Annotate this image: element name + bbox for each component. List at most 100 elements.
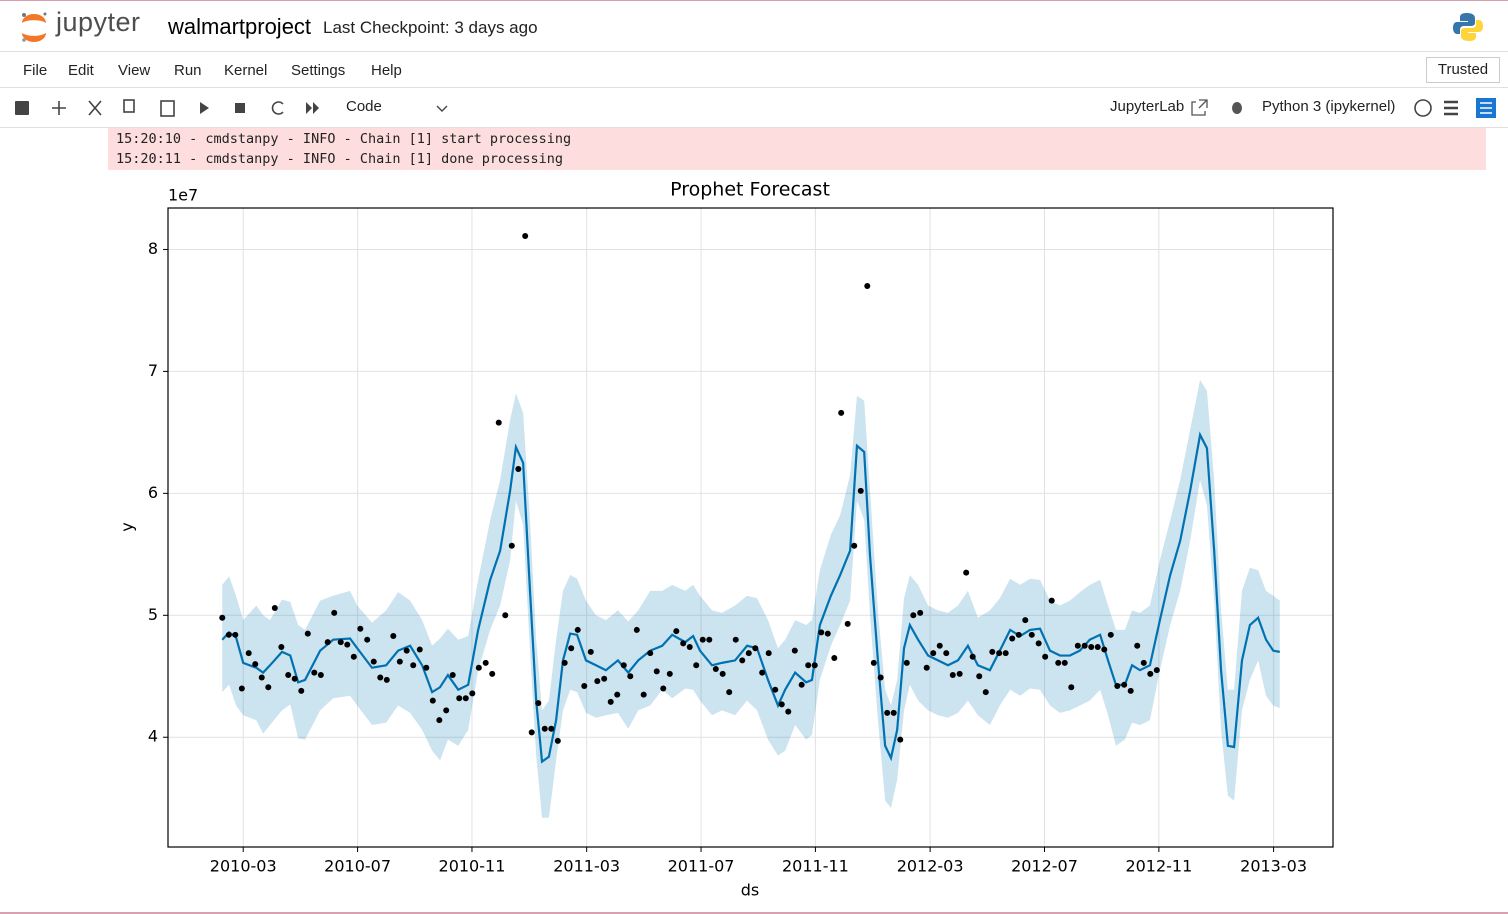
data-point bbox=[719, 670, 726, 677]
menu-item[interactable]: Edit bbox=[68, 62, 94, 79]
data-point bbox=[469, 690, 476, 697]
data-point bbox=[548, 725, 555, 732]
jupyterlab-link[interactable]: JupyterLab bbox=[1110, 98, 1185, 115]
data-point bbox=[1147, 670, 1154, 677]
log-line: 15:20:11 - cmdstanpy - INFO - Chain [1] … bbox=[116, 151, 564, 167]
data-point bbox=[739, 657, 746, 664]
data-point bbox=[660, 685, 667, 692]
data-point bbox=[870, 659, 877, 666]
menu-item[interactable]: View bbox=[118, 62, 151, 79]
toolbar-right-icons bbox=[1191, 98, 1496, 118]
top-bar: jupyter walmartproject Last Checkpoint: … bbox=[0, 0, 1508, 52]
data-point bbox=[686, 644, 693, 651]
data-point bbox=[824, 630, 831, 637]
data-point bbox=[357, 625, 364, 632]
data-point bbox=[910, 612, 917, 619]
external-link-icon bbox=[1191, 99, 1208, 116]
menu-item[interactable]: Kernel bbox=[224, 62, 268, 79]
save-button[interactable] bbox=[15, 101, 29, 115]
insert-button[interactable] bbox=[52, 101, 66, 115]
data-point bbox=[884, 709, 891, 716]
data-point bbox=[811, 662, 818, 669]
log-line: 15:20:10 - cmdstanpy - INFO - Chain [1] … bbox=[116, 131, 572, 147]
data-point bbox=[653, 668, 660, 675]
paste-button[interactable] bbox=[160, 100, 175, 117]
chart-title: Prophet Forecast bbox=[670, 179, 830, 201]
data-point bbox=[271, 604, 278, 611]
copy-button[interactable] bbox=[123, 99, 135, 113]
data-point bbox=[594, 678, 601, 685]
x-tick-label: 2010-11 bbox=[439, 857, 506, 876]
data-point bbox=[423, 664, 430, 671]
notebook-name[interactable]: walmartproject bbox=[168, 14, 312, 39]
x-tick-label: 2011-03 bbox=[553, 857, 620, 876]
data-point bbox=[732, 636, 739, 643]
dropdown-arrow[interactable] bbox=[436, 105, 448, 112]
trusted-button[interactable]: Trusted bbox=[1426, 57, 1500, 83]
data-point bbox=[647, 650, 654, 657]
cut-button[interactable] bbox=[88, 100, 102, 116]
data-point bbox=[818, 629, 825, 636]
data-point bbox=[528, 729, 535, 736]
run-button[interactable] bbox=[200, 102, 209, 114]
data-point bbox=[364, 636, 371, 643]
data-point bbox=[1088, 644, 1095, 651]
menu-item[interactable]: Help bbox=[371, 62, 402, 79]
data-point bbox=[489, 670, 496, 677]
debugger-icon[interactable] bbox=[1232, 102, 1242, 114]
checkpoint: Last Checkpoint: 3 days ago bbox=[323, 18, 538, 37]
data-point bbox=[377, 674, 384, 681]
menu-item[interactable]: Settings bbox=[291, 62, 346, 79]
restart-button[interactable] bbox=[271, 101, 284, 115]
data-point bbox=[344, 641, 351, 648]
data-point bbox=[949, 672, 956, 679]
menu-icon[interactable] bbox=[1444, 100, 1458, 116]
data-point bbox=[495, 419, 502, 426]
python-logo bbox=[1453, 13, 1483, 41]
data-point bbox=[1134, 642, 1141, 649]
stop-button[interactable] bbox=[235, 103, 245, 113]
data-point bbox=[1114, 683, 1121, 690]
run-all-button[interactable] bbox=[306, 102, 319, 114]
x-tick-label: 2011-07 bbox=[668, 857, 735, 876]
x-tick-label: 2012-07 bbox=[1011, 857, 1078, 876]
data-point bbox=[370, 658, 377, 665]
data-point bbox=[772, 686, 779, 693]
data-point bbox=[1094, 644, 1101, 651]
data-point bbox=[1035, 640, 1042, 647]
data-point bbox=[541, 725, 548, 732]
data-point bbox=[903, 659, 910, 666]
data-point bbox=[508, 542, 515, 549]
data-point bbox=[1068, 684, 1075, 691]
data-point bbox=[1127, 687, 1134, 694]
data-point bbox=[851, 542, 858, 549]
data-point bbox=[844, 620, 851, 627]
data-point bbox=[350, 653, 357, 660]
data-point bbox=[238, 685, 245, 692]
kernel-name[interactable]: Python 3 (ipykernel) bbox=[1262, 98, 1396, 115]
data-point bbox=[1055, 659, 1062, 666]
app-name: jupyter bbox=[56, 7, 141, 37]
data-point bbox=[1042, 653, 1049, 660]
toolbar: Code JupyterLab Python 3 (ipykernel) bbox=[0, 88, 1508, 128]
x-tick-label: 2010-07 bbox=[324, 857, 391, 876]
data-point bbox=[587, 648, 594, 655]
data-point bbox=[601, 675, 608, 682]
data-point bbox=[1009, 635, 1016, 642]
kernel-status bbox=[1414, 99, 1432, 117]
jupyter-logo[interactable] bbox=[16, 9, 52, 45]
data-point bbox=[298, 687, 305, 694]
data-point bbox=[745, 650, 752, 657]
menu-item[interactable]: Run bbox=[174, 62, 202, 79]
data-point bbox=[561, 659, 568, 666]
data-point bbox=[232, 631, 239, 638]
data-point bbox=[607, 698, 614, 705]
data-point bbox=[1074, 642, 1081, 649]
menu-item[interactable]: File bbox=[23, 62, 48, 79]
data-point bbox=[1107, 631, 1114, 638]
data-point bbox=[791, 647, 798, 654]
y-tick-label: 8 bbox=[148, 239, 158, 258]
cell-type-select[interactable]: Code bbox=[346, 98, 382, 115]
data-point bbox=[1028, 631, 1035, 638]
data-point bbox=[640, 691, 647, 698]
